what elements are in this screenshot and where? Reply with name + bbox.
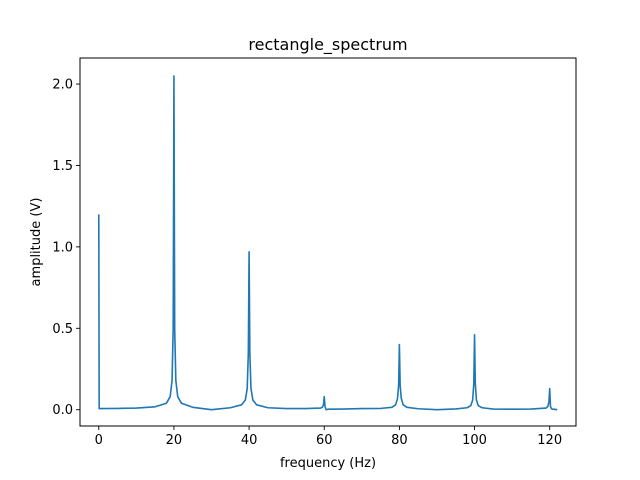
y-tick-label: 1.5: [52, 159, 73, 174]
y-axis-ticks: 0.0 0.5 1.0 1.5 2.0: [52, 78, 80, 418]
y-tick-label: 1.0: [52, 240, 73, 255]
x-tick-label: 100: [462, 433, 487, 448]
y-tick-label: 0.0: [52, 403, 73, 418]
x-axis-label: frequency (Hz): [280, 456, 376, 471]
series-line-0: [97, 75, 558, 411]
y-axis-label: amplitude (V): [29, 198, 44, 287]
x-tick-label: 80: [391, 433, 408, 448]
x-tick-label: 40: [241, 433, 258, 448]
y-tick-label: 0.5: [52, 322, 73, 337]
chart-title: rectangle_spectrum: [248, 35, 407, 55]
axes-frame: [79, 57, 577, 427]
x-tick-label: 20: [166, 433, 183, 448]
y-tick-label: 2.0: [52, 78, 73, 93]
plot-area: [97, 75, 558, 411]
x-tick-label: 60: [316, 433, 333, 448]
x-tick-label: 120: [537, 433, 562, 448]
x-axis-ticks: 0 20 40 60 80 100 120: [95, 426, 562, 448]
x-tick-label: 0: [95, 433, 103, 448]
